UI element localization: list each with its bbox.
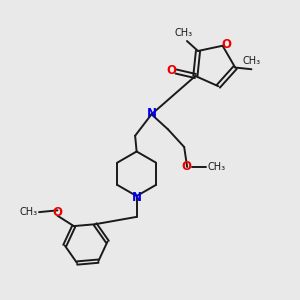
- Text: O: O: [52, 206, 62, 219]
- Text: N: N: [132, 191, 142, 204]
- Text: CH₃: CH₃: [20, 207, 38, 217]
- Text: O: O: [182, 160, 192, 173]
- Text: N: N: [146, 107, 157, 120]
- Text: O: O: [166, 64, 176, 77]
- Text: CH₃: CH₃: [242, 56, 260, 66]
- Text: CH₃: CH₃: [208, 162, 226, 172]
- Text: CH₃: CH₃: [175, 28, 193, 38]
- Text: O: O: [221, 38, 232, 51]
